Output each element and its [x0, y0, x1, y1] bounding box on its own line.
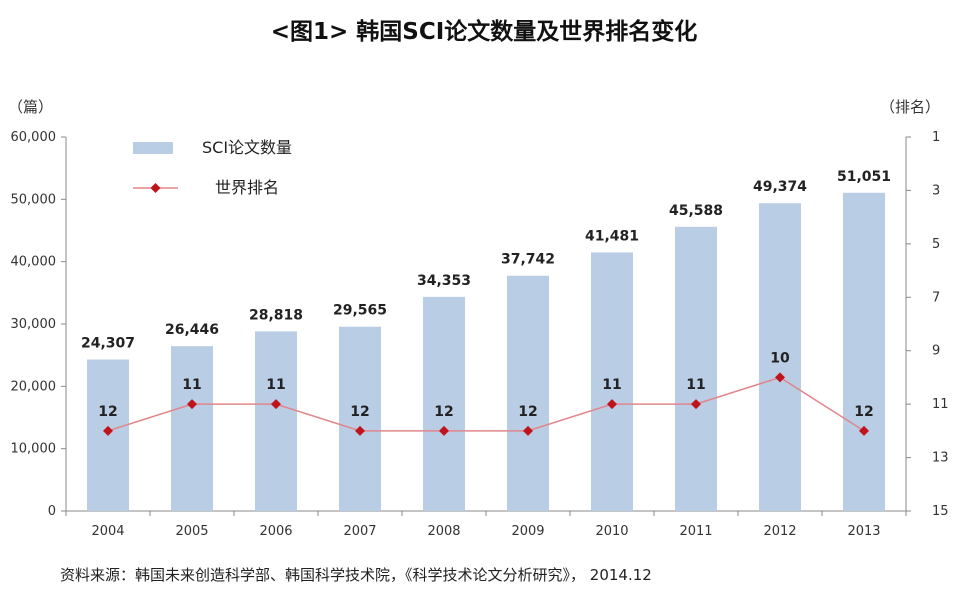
y-left-tick-label: 40,000 — [11, 255, 57, 270]
y-right-tick-label: 3 — [932, 183, 940, 198]
rank-point-marker — [523, 425, 533, 436]
y-left-tick-label: 50,000 — [11, 192, 57, 207]
bar-data-label: 24,307 — [81, 335, 135, 351]
rank-data-label: 10 — [770, 350, 790, 366]
rank-point-marker — [775, 372, 785, 383]
bar-data-label: 41,481 — [585, 228, 639, 244]
x-tick-label: 2012 — [763, 524, 796, 539]
y-left-tick-label: 20,000 — [11, 379, 57, 394]
x-tick-label: 2004 — [91, 524, 124, 539]
x-tick-label: 2010 — [595, 524, 628, 539]
bar — [759, 203, 801, 511]
rank-data-label: 11 — [602, 377, 621, 393]
rank-data-label: 12 — [854, 404, 873, 420]
rank-data-label: 12 — [518, 404, 537, 420]
y-left-tick-label: 0 — [48, 504, 56, 519]
y-left-tick-label: 30,000 — [11, 317, 57, 332]
y-right-tick-label: 15 — [932, 504, 949, 519]
rank-point-marker — [691, 399, 701, 410]
bar — [675, 226, 717, 512]
bar-data-label: 26,446 — [165, 322, 219, 338]
rank-point-marker — [355, 425, 365, 436]
x-tick-label: 2011 — [679, 524, 712, 539]
y-left-tick-label: 10,000 — [11, 442, 57, 457]
bar — [339, 326, 381, 511]
rank-data-label: 11 — [266, 377, 285, 393]
y-right-tick-label: 1 — [932, 130, 940, 145]
bar — [507, 275, 549, 511]
legend-line-label: 世界排名 — [215, 178, 279, 197]
rank-data-label: 12 — [434, 404, 453, 420]
bar-data-label: 29,565 — [333, 303, 387, 319]
rank-point-marker — [103, 425, 113, 436]
rank-point-marker — [859, 425, 869, 436]
rank-data-label: 11 — [686, 377, 705, 393]
y-right-tick-label: 11 — [932, 397, 949, 412]
y-right-tick-label: 13 — [932, 451, 949, 466]
rank-data-label: 11 — [182, 377, 201, 393]
x-tick-label: 2009 — [511, 524, 544, 539]
rank-data-label: 12 — [350, 404, 369, 420]
rank-series-line — [107, 376, 865, 432]
legend-bar-swatch — [133, 142, 173, 154]
bar — [591, 252, 633, 511]
chart-title: <图1> 韩国SCI论文数量及世界排名变化 — [270, 19, 698, 45]
bar-data-label: 37,742 — [501, 252, 555, 268]
legend-line-marker — [150, 183, 161, 193]
bar — [843, 192, 885, 511]
bar-data-label: 28,818 — [249, 307, 303, 323]
rank-point-marker — [187, 399, 197, 410]
bar-data-label: 34,353 — [417, 273, 471, 289]
y-right-unit-label: （排名） — [880, 98, 941, 116]
bar — [171, 346, 213, 511]
x-tick-label: 2007 — [343, 524, 376, 539]
rank-point-marker — [607, 399, 617, 410]
bar-data-label: 51,051 — [837, 169, 891, 185]
bar-data-label: 45,588 — [669, 203, 723, 219]
bar — [255, 331, 297, 511]
x-tick-label: 2006 — [259, 524, 292, 539]
bar — [423, 296, 465, 511]
y-right-tick-label: 7 — [932, 290, 940, 305]
y-left-tick-label: 60,000 — [11, 130, 57, 145]
y-right-tick-label: 5 — [932, 237, 940, 252]
x-tick-label: 2013 — [847, 524, 880, 539]
rank-point-marker — [439, 425, 449, 436]
y-left-unit-label: （篇） — [8, 98, 54, 116]
y-right-tick-label: 9 — [932, 344, 940, 359]
source-note: 资料来源：韩国未来创造科学部、韩国科学技术院，《科学技术论文分析研究》， 201… — [60, 566, 652, 584]
rank-point-marker — [271, 399, 281, 410]
x-tick-label: 2005 — [175, 524, 208, 539]
legend-bar-label: SCI论文数量 — [202, 138, 292, 157]
bar-data-label: 49,374 — [753, 179, 807, 195]
rank-data-label: 12 — [98, 404, 117, 420]
x-tick-label: 2008 — [427, 524, 460, 539]
